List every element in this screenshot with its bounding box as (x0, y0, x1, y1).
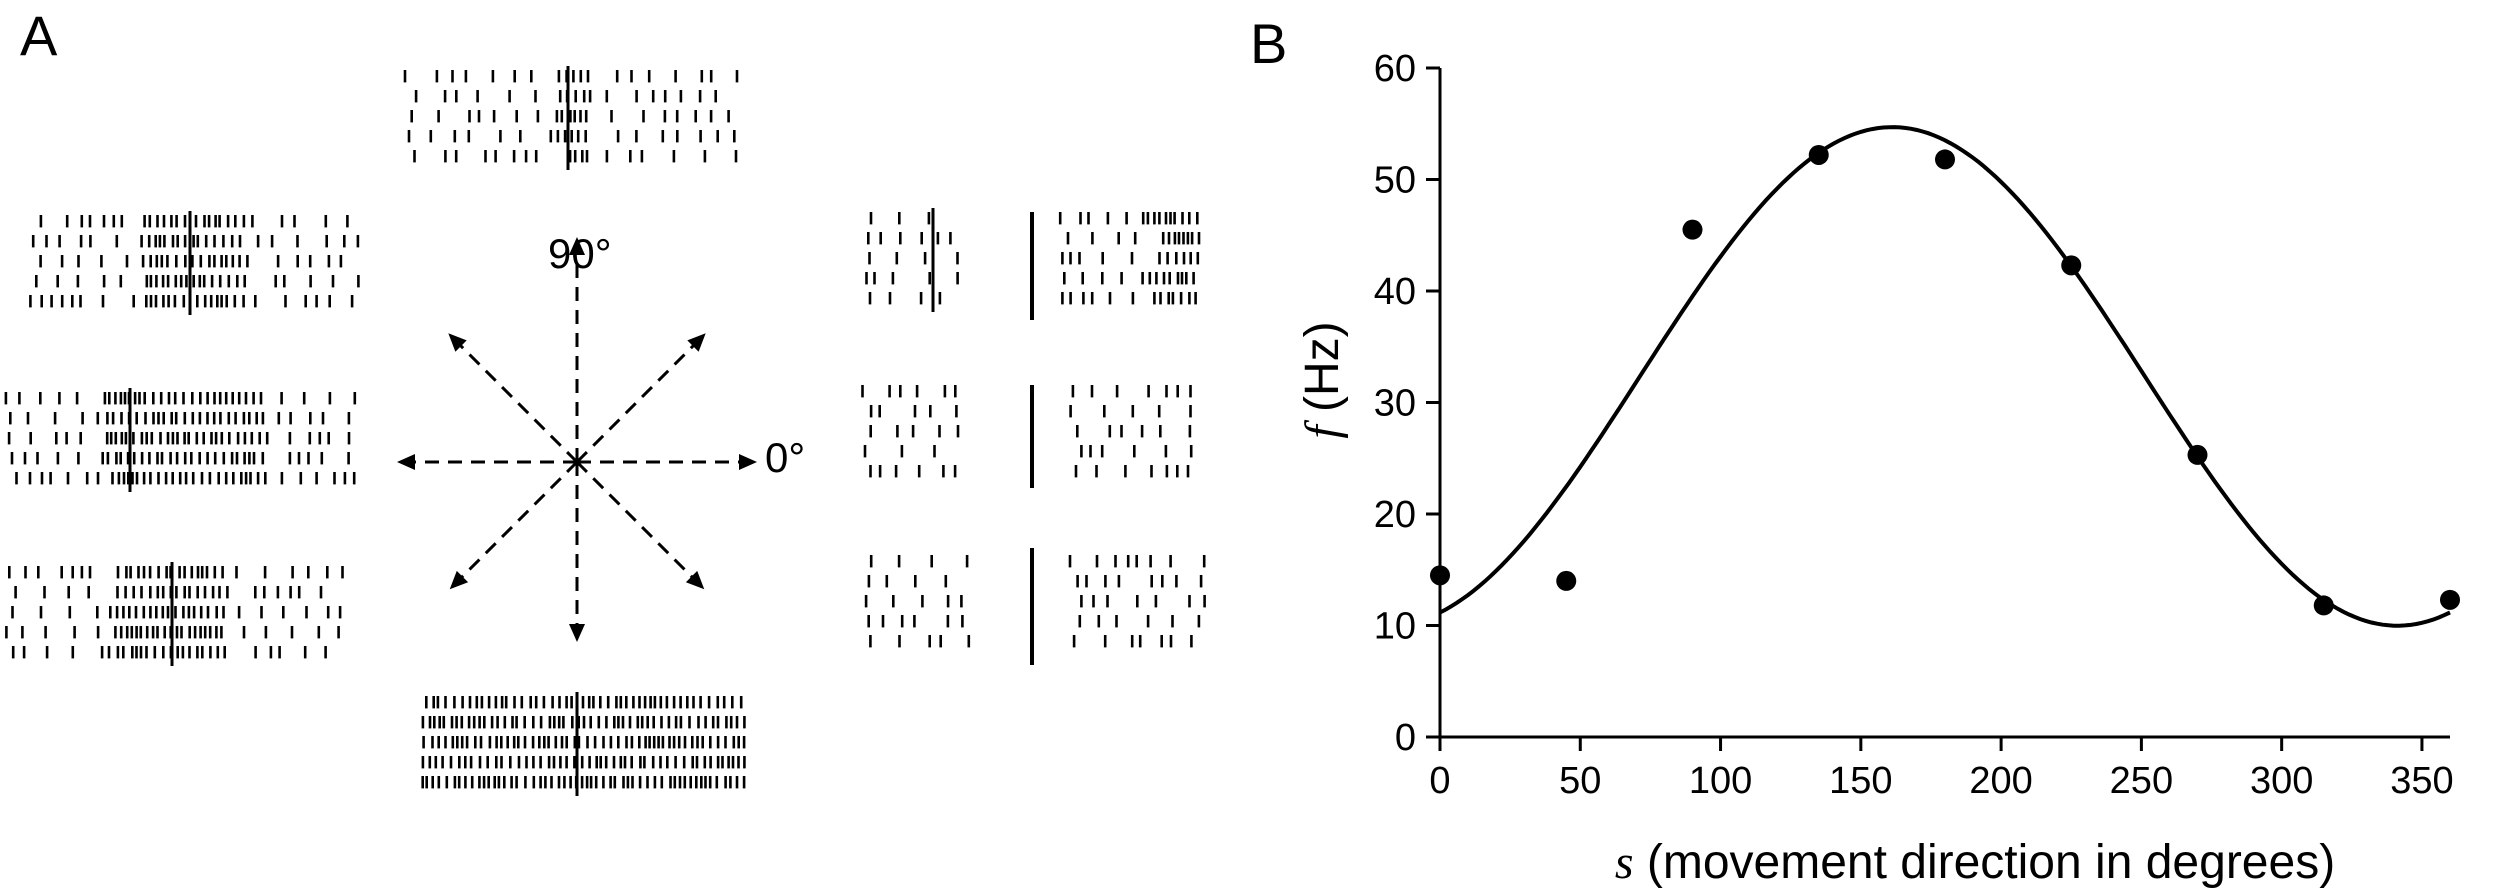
arrowhead (397, 454, 415, 470)
spike-raster (5, 562, 344, 666)
data-point (2440, 589, 2460, 610)
y-tick-label: 40 (1374, 271, 1416, 313)
direction-label-0: 0° (765, 434, 805, 481)
spike-raster (1058, 212, 1201, 305)
x-axis-title: s (movement direction in degrees) (1615, 836, 2335, 889)
data-point (2187, 444, 2208, 465)
arrowhead (448, 333, 467, 352)
arrowhead (739, 454, 757, 470)
data-point (1556, 570, 1577, 591)
spike-raster (4, 388, 357, 492)
arrowhead (569, 237, 585, 255)
spike-raster (403, 66, 739, 170)
direction-arrow-line (448, 460, 579, 591)
arrowhead (569, 624, 585, 642)
direction-label-90: 90° (548, 230, 612, 277)
arrowhead (685, 570, 705, 590)
data-point (2061, 255, 2082, 276)
x-tick-label: 200 (1969, 760, 2032, 802)
spike-raster (29, 211, 360, 315)
spike-raster (1068, 555, 1206, 648)
y-tick-label: 0 (1395, 717, 1416, 759)
x-tick-label: 150 (1829, 760, 1892, 802)
x-tick-label: 50 (1559, 760, 1601, 802)
y-tick-label: 60 (1374, 48, 1416, 90)
data-points (1430, 144, 2460, 616)
x-tick-label: 250 (2110, 760, 2173, 802)
y-axis-ticks: 0 10 20 30 40 50 60 (1374, 48, 1440, 759)
spike-raster (864, 555, 971, 648)
y-tick-label: 10 (1374, 606, 1416, 648)
spike-raster-panel (4, 66, 1206, 796)
x-axis-ticks: 0 50 100 150 200 250 300 350 (1429, 737, 2454, 802)
x-axis-variable: s (1615, 836, 1634, 889)
spike-raster (1069, 385, 1193, 478)
direction-arrow-line (575, 332, 707, 464)
direction-arrow-line (575, 460, 706, 591)
x-axis-text: (movement direction in degrees) (1647, 836, 2335, 889)
x-tick-label: 300 (2250, 760, 2313, 802)
x-tick-label: 350 (2390, 760, 2453, 802)
arrowhead (449, 570, 469, 590)
data-point (1808, 144, 1829, 165)
data-point (1682, 219, 1703, 240)
y-tick-label: 30 (1374, 383, 1416, 425)
y-tick-label: 20 (1374, 494, 1416, 536)
y-axis-variable: f (1296, 420, 1349, 439)
arrowhead (687, 333, 706, 352)
y-tick-label: 50 (1374, 160, 1416, 202)
x-tick-label: 100 (1689, 760, 1752, 802)
direction-arrow-line (447, 332, 579, 464)
fitted-cosine-curve (1439, 125, 2451, 628)
data-point (1430, 565, 1450, 586)
spike-raster (421, 692, 746, 796)
panel-a-label: A (20, 4, 58, 67)
y-axis-title: f (Hz) (1296, 321, 1349, 438)
direction-arrows (397, 237, 757, 642)
panel-b-label: B (1250, 12, 1288, 75)
data-point (2313, 595, 2334, 616)
tuning-curve-chart: 0 50 100 150 200 250 300 350 0 10 20 30 40 50 60 s (m… (1296, 48, 2460, 889)
data-point (1935, 149, 1955, 170)
spike-raster (865, 208, 959, 312)
x-tick-label: 0 (1429, 760, 1450, 802)
y-axis-text: (Hz) (1296, 321, 1349, 412)
spike-raster (861, 385, 960, 478)
